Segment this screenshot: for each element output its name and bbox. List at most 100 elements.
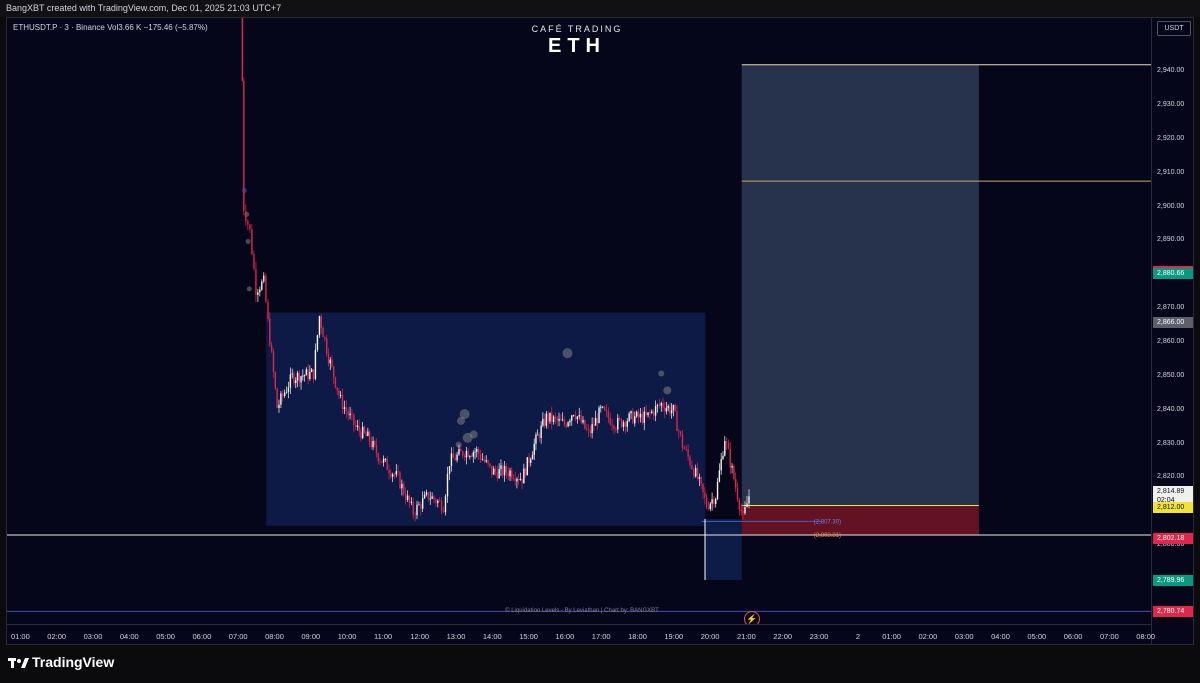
price-tick-label: 2,850.00 (1157, 371, 1185, 379)
candle (662, 403, 664, 408)
time-axis[interactable]: 01:00 02:00 03:00 04:00 05:00 06:00 07:00 08:00… (7, 624, 1155, 644)
time-tick-label: 2 (855, 632, 861, 641)
candle (748, 496, 750, 504)
time-tick-label: 22:00 (773, 632, 793, 641)
candle (474, 451, 476, 453)
candle (345, 407, 347, 412)
candle (709, 503, 711, 509)
candle (647, 412, 649, 416)
candle (702, 483, 704, 493)
candle (463, 456, 466, 458)
candle (287, 387, 290, 392)
candle (347, 411, 349, 416)
candle (265, 275, 267, 302)
liquidation-bubble (244, 211, 250, 217)
candle (645, 411, 647, 416)
price-tick-label: 2,920.00 (1157, 134, 1185, 142)
candle (628, 413, 630, 422)
price-tick-label: 2,930.00 (1157, 101, 1185, 109)
candle (571, 415, 573, 421)
candle (715, 498, 717, 505)
candle (386, 458, 388, 470)
candle (388, 469, 390, 474)
candle (552, 416, 555, 423)
candle (492, 468, 495, 475)
liquidation-bubble (457, 416, 466, 425)
candle (502, 465, 504, 476)
candle (667, 406, 669, 409)
candle (489, 463, 491, 466)
candle (587, 429, 590, 431)
candle (700, 477, 702, 484)
price-axis[interactable] (1151, 18, 1193, 644)
candle (454, 458, 456, 461)
currency-selector[interactable]: USDT (1157, 21, 1191, 36)
candle (635, 411, 638, 417)
candle (630, 411, 632, 414)
time-tick-label: 15:00 (519, 632, 538, 641)
candle (300, 376, 302, 383)
time-tick-label: 17:00 (591, 632, 611, 641)
candle (658, 404, 661, 406)
candle (261, 281, 263, 290)
candle (598, 407, 600, 423)
price-badge: 2,789.96 (1153, 574, 1193, 586)
candle (509, 470, 511, 477)
candle (272, 351, 275, 373)
candle (676, 411, 678, 431)
candle (420, 504, 422, 509)
candle (263, 275, 265, 282)
candle (247, 221, 249, 225)
candle (343, 407, 346, 410)
indicator-credit: © Liquidation Levels - By Leviathan | Ch… (505, 608, 659, 614)
candle (656, 404, 659, 407)
candle (336, 387, 338, 391)
candle (379, 460, 381, 462)
candle (530, 459, 532, 463)
candle (738, 499, 741, 510)
candle (404, 494, 407, 500)
candle (670, 410, 673, 414)
candle (305, 369, 308, 376)
candle (421, 498, 424, 509)
candle (416, 504, 418, 516)
tradingview-logo-icon (8, 658, 29, 668)
price-badge: 2,866.00 (1153, 317, 1193, 329)
candle (444, 496, 447, 513)
candle (253, 254, 255, 269)
chart-frame[interactable]: (2,807.30) (2,803.31) ETHUSDT.P · 3 · Bin… (6, 17, 1194, 645)
time-tick-label: 14:00 (482, 632, 502, 641)
candle (533, 443, 535, 455)
candle (507, 472, 509, 477)
candle (547, 413, 549, 422)
candle (341, 395, 344, 410)
time-tick-label: 01:00 (11, 632, 30, 641)
candle (358, 425, 360, 432)
time-tick-label: 20:00 (700, 632, 720, 641)
candle (531, 454, 534, 460)
time-tick-label: 04:00 (119, 632, 139, 641)
candle (580, 414, 582, 423)
candle (390, 473, 392, 477)
candle (549, 412, 551, 422)
time-tick-label: 06:00 (192, 632, 212, 641)
candle (528, 457, 530, 463)
price-tick-label: 2,820.00 (1157, 473, 1185, 481)
candle (514, 479, 516, 482)
candle (733, 465, 735, 479)
symbol-info[interactable]: ETHUSDT.P · 3 · Binance Vol3.66 K −175.4… (13, 23, 208, 32)
candle (584, 419, 586, 429)
candle (327, 353, 330, 364)
candle (669, 406, 671, 414)
candle (713, 499, 715, 505)
candle (282, 393, 284, 396)
candle (685, 448, 687, 450)
time-tick-label: 18:00 (628, 632, 647, 641)
candle (487, 460, 489, 464)
candle (689, 456, 691, 466)
price-tick-label: 2,900.00 (1157, 202, 1185, 210)
candlestick-chart[interactable]: (2,807.30) (2,803.31) (7, 18, 1194, 645)
time-tick-label: 13:00 (446, 632, 466, 641)
candle (716, 481, 719, 499)
liquidation-bubble (455, 441, 462, 448)
